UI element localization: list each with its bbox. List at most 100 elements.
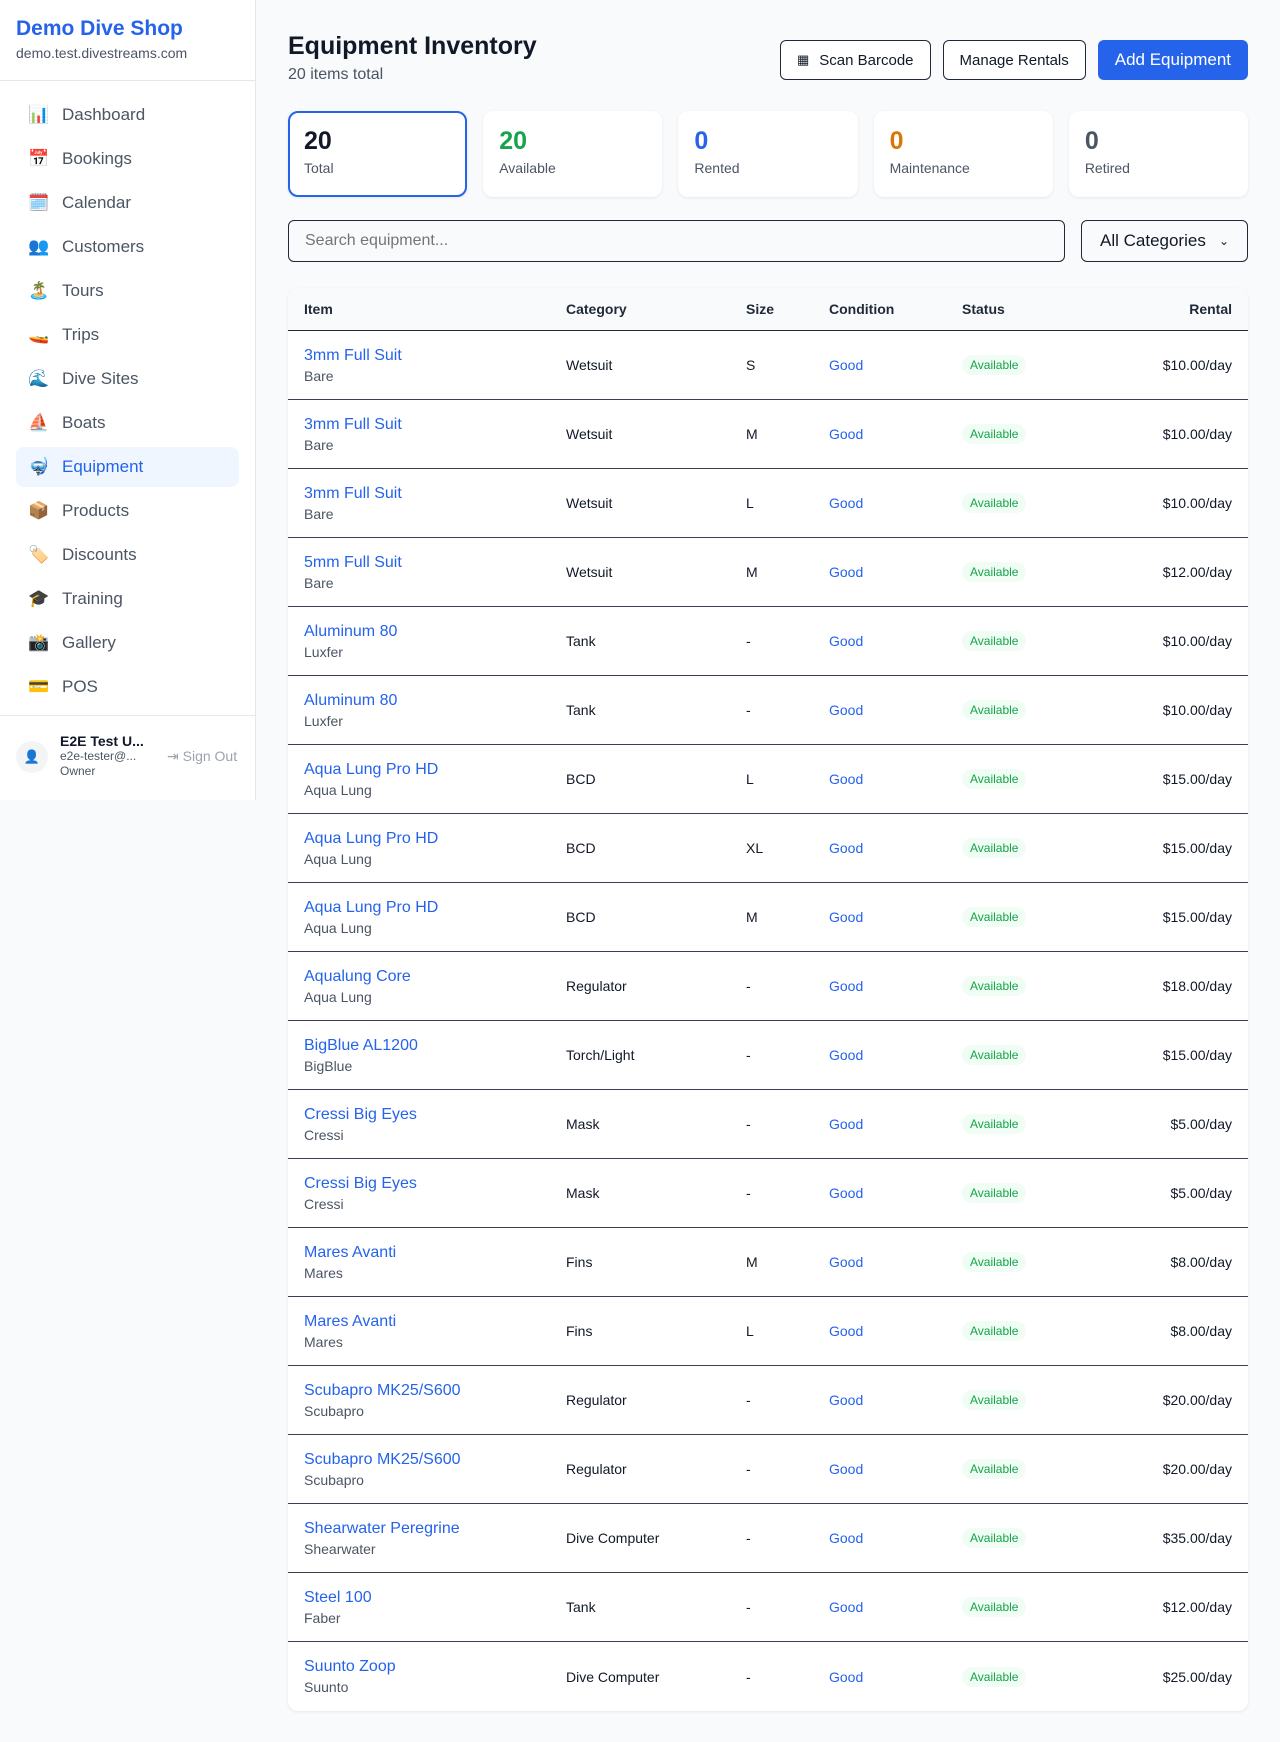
item-size: M [746,909,758,925]
sidebar-item-equipment[interactable]: 🤿 Equipment [16,447,239,487]
search-input[interactable] [288,220,1065,262]
status-badge: Available [962,1597,1027,1617]
column-header-status: Status [962,301,1005,317]
item-category: Regulator [566,1392,627,1408]
sidebar-item-customers[interactable]: 👥 Customers [16,227,239,267]
sidebar-item-label: Customers [62,237,145,256]
status-badge: Available [962,1666,1027,1687]
user-avatar-icon: 👤 [16,740,48,773]
user-email: e2e-tester@... [60,749,137,763]
item-category: Tank [566,633,596,649]
sidebar-item-label: POS [62,677,98,696]
manage-rentals-button[interactable]: Manage Rentals [942,40,1086,80]
table-row: Suunto Zoop Suunto Dive Computer - Good A… [288,1642,1248,1711]
table-row: Scubapro MK25/S600 Scubapro Regulator - G… [288,1435,1248,1504]
stat-card-available[interactable]: 20 Available [483,111,663,197]
sidebar-item-dashboard[interactable]: 📊 Dashboard [16,95,239,135]
status-badge: Available [962,1114,1027,1134]
item-rental-price: $10.00/day [1162,426,1232,442]
sidebar-item-calendar[interactable]: 🗓️ Calendar [16,183,239,223]
item-condition: Good [829,840,864,856]
stat-card-total[interactable]: 20 Total [288,111,468,197]
item-rental-price: $10.00/day [1162,633,1232,649]
item-name-link[interactable]: Aluminum 80 [304,691,398,709]
item-name-link[interactable]: 3mm Full Suit [304,484,402,502]
item-name-link[interactable]: Steel 100 [304,1588,372,1606]
item-name-link[interactable]: Shearwater Peregrine [304,1519,460,1537]
sign-out-icon: ⇥ [167,748,179,764]
status-badge: Available [962,355,1027,375]
item-name-link[interactable]: Aqua Lung Pro HD [304,898,439,916]
item-rental-price: $15.00/day [1162,1047,1232,1063]
item-condition: Good [829,1530,864,1546]
pos-icon: 💳 [28,677,50,696]
item-condition: Good [829,1116,864,1132]
item-condition: Good [829,909,864,925]
item-name-link[interactable]: Aqua Lung Pro HD [304,760,439,778]
item-rental-price: $15.00/day [1162,840,1232,856]
sidebar-item-products[interactable]: 📦 Products [16,491,239,531]
boats-icon: ⛵ [28,413,50,432]
status-badge: Available [962,1252,1027,1272]
table-row: Aqua Lung Pro HD Aqua Lung BCD M Good Ava… [288,883,1248,952]
sidebar-item-discounts[interactable]: 🏷️ Discounts [16,535,239,575]
sign-out-button[interactable]: ⇥ Sign Out [167,748,237,765]
table-row: Shearwater Peregrine Shearwater Dive Comp… [288,1504,1248,1573]
item-name-link[interactable]: 5mm Full Suit [304,553,402,571]
add-equipment-button[interactable]: Add Equipment [1097,40,1248,80]
item-name-link[interactable]: Mares Avanti [304,1312,397,1330]
sidebar-nav: 📊 Dashboard 📅 Bookings 🗓️ Calendar 👥 Customers 🏝… [0,81,255,725]
item-category: Fins [566,1323,593,1339]
sidebar-item-training[interactable]: 🎓 Training [16,579,239,619]
item-size: - [746,1116,751,1132]
sidebar-item-trips[interactable]: 🚤 Trips [16,315,239,355]
sidebar-item-tours[interactable]: 🏝️ Tours [16,271,239,311]
column-header-category: Category [566,301,627,317]
item-name-link[interactable]: Mares Avanti [304,1243,397,1261]
sidebar-item-label: Equipment [62,457,144,476]
item-brand: Mares [304,1264,343,1281]
item-brand: Bare [304,367,334,384]
item-name-link[interactable]: Scubapro MK25/S600 [304,1381,461,1399]
stat-card-rented[interactable]: 0 Rented [678,111,858,197]
item-size: - [746,1668,751,1685]
status-badge: Available [962,838,1027,858]
item-condition: Good [829,771,864,787]
item-name-link[interactable]: Cressi Big Eyes [304,1174,417,1192]
item-size: - [746,633,751,649]
stat-card-maintenance[interactable]: 0 Maintenance [873,111,1053,197]
item-brand: Shearwater [304,1540,376,1557]
stat-card-retired[interactable]: 0 Retired [1068,111,1249,197]
stats-row: 20 Total 20 Available 0 Rented 0 Maintenance 0 Re… [288,111,1249,197]
sidebar-item-gallery[interactable]: 📸 Gallery [16,623,239,663]
stat-label: Total [304,160,334,176]
sidebar-item-label: Dashboard [62,105,146,124]
item-name-link[interactable]: Scubapro MK25/S600 [304,1450,461,1468]
table-row: Aqualung Core Aqua Lung Regulator - Good … [288,952,1248,1021]
item-name-link[interactable]: 3mm Full Suit [304,346,402,364]
item-name-link[interactable]: 3mm Full Suit [304,415,402,433]
item-rental-price: $10.00/day [1162,702,1232,718]
item-name-link[interactable]: Cressi Big Eyes [304,1105,417,1123]
item-name-link[interactable]: Suunto Zoop [304,1658,396,1675]
item-name-link[interactable]: BigBlue AL1200 [304,1036,418,1054]
item-category: Wetsuit [566,564,613,580]
table-row: Mares Avanti Mares Fins L Good Available … [288,1297,1248,1366]
brand-name[interactable]: Demo Dive Shop [16,17,183,40]
training-icon: 🎓 [28,589,50,608]
item-name-link[interactable]: Aqua Lung Pro HD [304,829,439,847]
sidebar-item-bookings[interactable]: 📅 Bookings [16,139,239,179]
scan-barcode-button[interactable]: ▦ Scan Barcode [779,40,931,80]
trips-icon: 🚤 [28,325,50,344]
item-name-link[interactable]: Aqualung Core [304,967,411,985]
column-header-item: Item [304,301,333,317]
item-size: - [746,1530,751,1546]
item-category: Wetsuit [566,426,613,442]
category-select[interactable]: All Categories ⌄ [1081,220,1248,262]
item-brand: Aqua Lung [304,850,372,867]
sidebar-item-dive-sites[interactable]: 🌊 Dive Sites [16,359,239,399]
sidebar-item-boats[interactable]: ⛵ Boats [16,403,239,443]
sidebar-item-pos[interactable]: 💳 POS [16,667,239,707]
item-name-link[interactable]: Aluminum 80 [304,622,398,640]
category-select-value: All Categories [1100,231,1206,250]
